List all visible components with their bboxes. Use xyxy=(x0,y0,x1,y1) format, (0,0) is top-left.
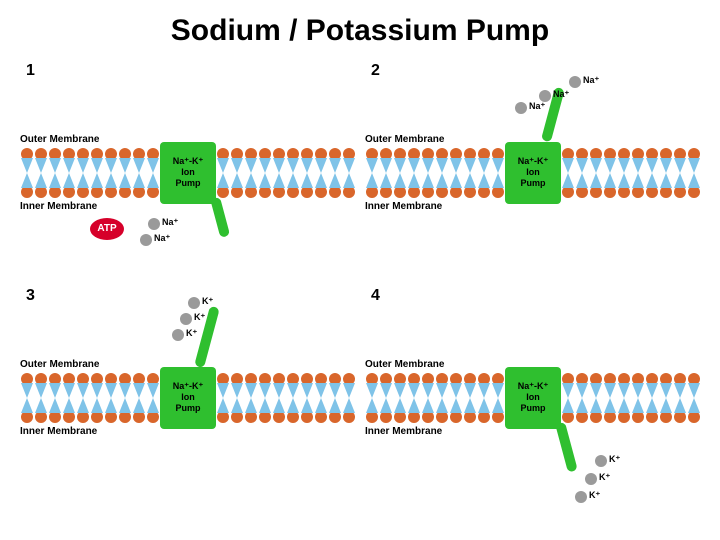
inner-membrane-label: Inner Membrane xyxy=(20,201,97,212)
ion-label: Na⁺ xyxy=(553,89,569,100)
ion-label: K⁺ xyxy=(599,472,610,483)
ion-label: Na⁺ xyxy=(154,233,170,244)
ion-pump: Na⁺-K⁺IonPump xyxy=(160,142,216,204)
diagram-grid: 1 Outer Membrane Inner Membrane Na⁺-K⁺IonPu… xyxy=(0,58,720,528)
ion-label: Na⁺ xyxy=(162,217,178,228)
ion-label: K⁺ xyxy=(609,454,620,465)
outer-membrane-label: Outer Membrane xyxy=(20,134,99,145)
step-number: 4 xyxy=(371,287,380,305)
ion-dot xyxy=(172,329,184,341)
ion-dot xyxy=(180,313,192,325)
ion-label: Na⁺ xyxy=(583,75,599,86)
ion-dot xyxy=(188,297,200,309)
inner-membrane-label: Inner Membrane xyxy=(365,201,442,212)
outer-membrane-label: Outer Membrane xyxy=(20,359,99,370)
ion-label: K⁺ xyxy=(589,490,600,501)
ion-dot xyxy=(575,491,587,503)
ion-pump: Na⁺-K⁺IonPump xyxy=(160,367,216,429)
ion-dot xyxy=(585,473,597,485)
ion-dot xyxy=(148,218,160,230)
ion-pump: Na⁺-K⁺IonPump xyxy=(505,142,561,204)
ion-pump: Na⁺-K⁺IonPump xyxy=(505,367,561,429)
outer-membrane-label: Outer Membrane xyxy=(365,134,444,145)
ion-label: K⁺ xyxy=(202,296,213,307)
page-title: Sodium / Potassium Pump xyxy=(0,0,720,58)
panel-3: 3 Outer Membrane Inner Membrane Na⁺-K⁺IonPu… xyxy=(20,283,355,503)
outer-membrane-label: Outer Membrane xyxy=(365,359,444,370)
step-number: 3 xyxy=(26,287,35,305)
ion-dot xyxy=(595,455,607,467)
ion-dot xyxy=(515,102,527,114)
ion-label: K⁺ xyxy=(186,328,197,339)
panel-1: 1 Outer Membrane Inner Membrane Na⁺-K⁺IonPu… xyxy=(20,58,355,278)
ion-label: K⁺ xyxy=(194,312,205,323)
panel-2: 2 Outer Membrane Inner Membrane Na⁺-K⁺IonPu… xyxy=(365,58,700,278)
step-number: 2 xyxy=(371,62,380,80)
atp-molecule: ATP xyxy=(90,218,124,240)
ion-dot xyxy=(569,76,581,88)
inner-membrane-label: Inner Membrane xyxy=(20,426,97,437)
panel-4: 4 Outer Membrane Inner Membrane Na⁺-K⁺IonPu… xyxy=(365,283,700,503)
inner-membrane-label: Inner Membrane xyxy=(365,426,442,437)
step-number: 1 xyxy=(26,62,35,80)
pump-arm xyxy=(555,422,578,473)
ion-label: Na⁺ xyxy=(529,101,545,112)
ion-dot xyxy=(140,234,152,246)
